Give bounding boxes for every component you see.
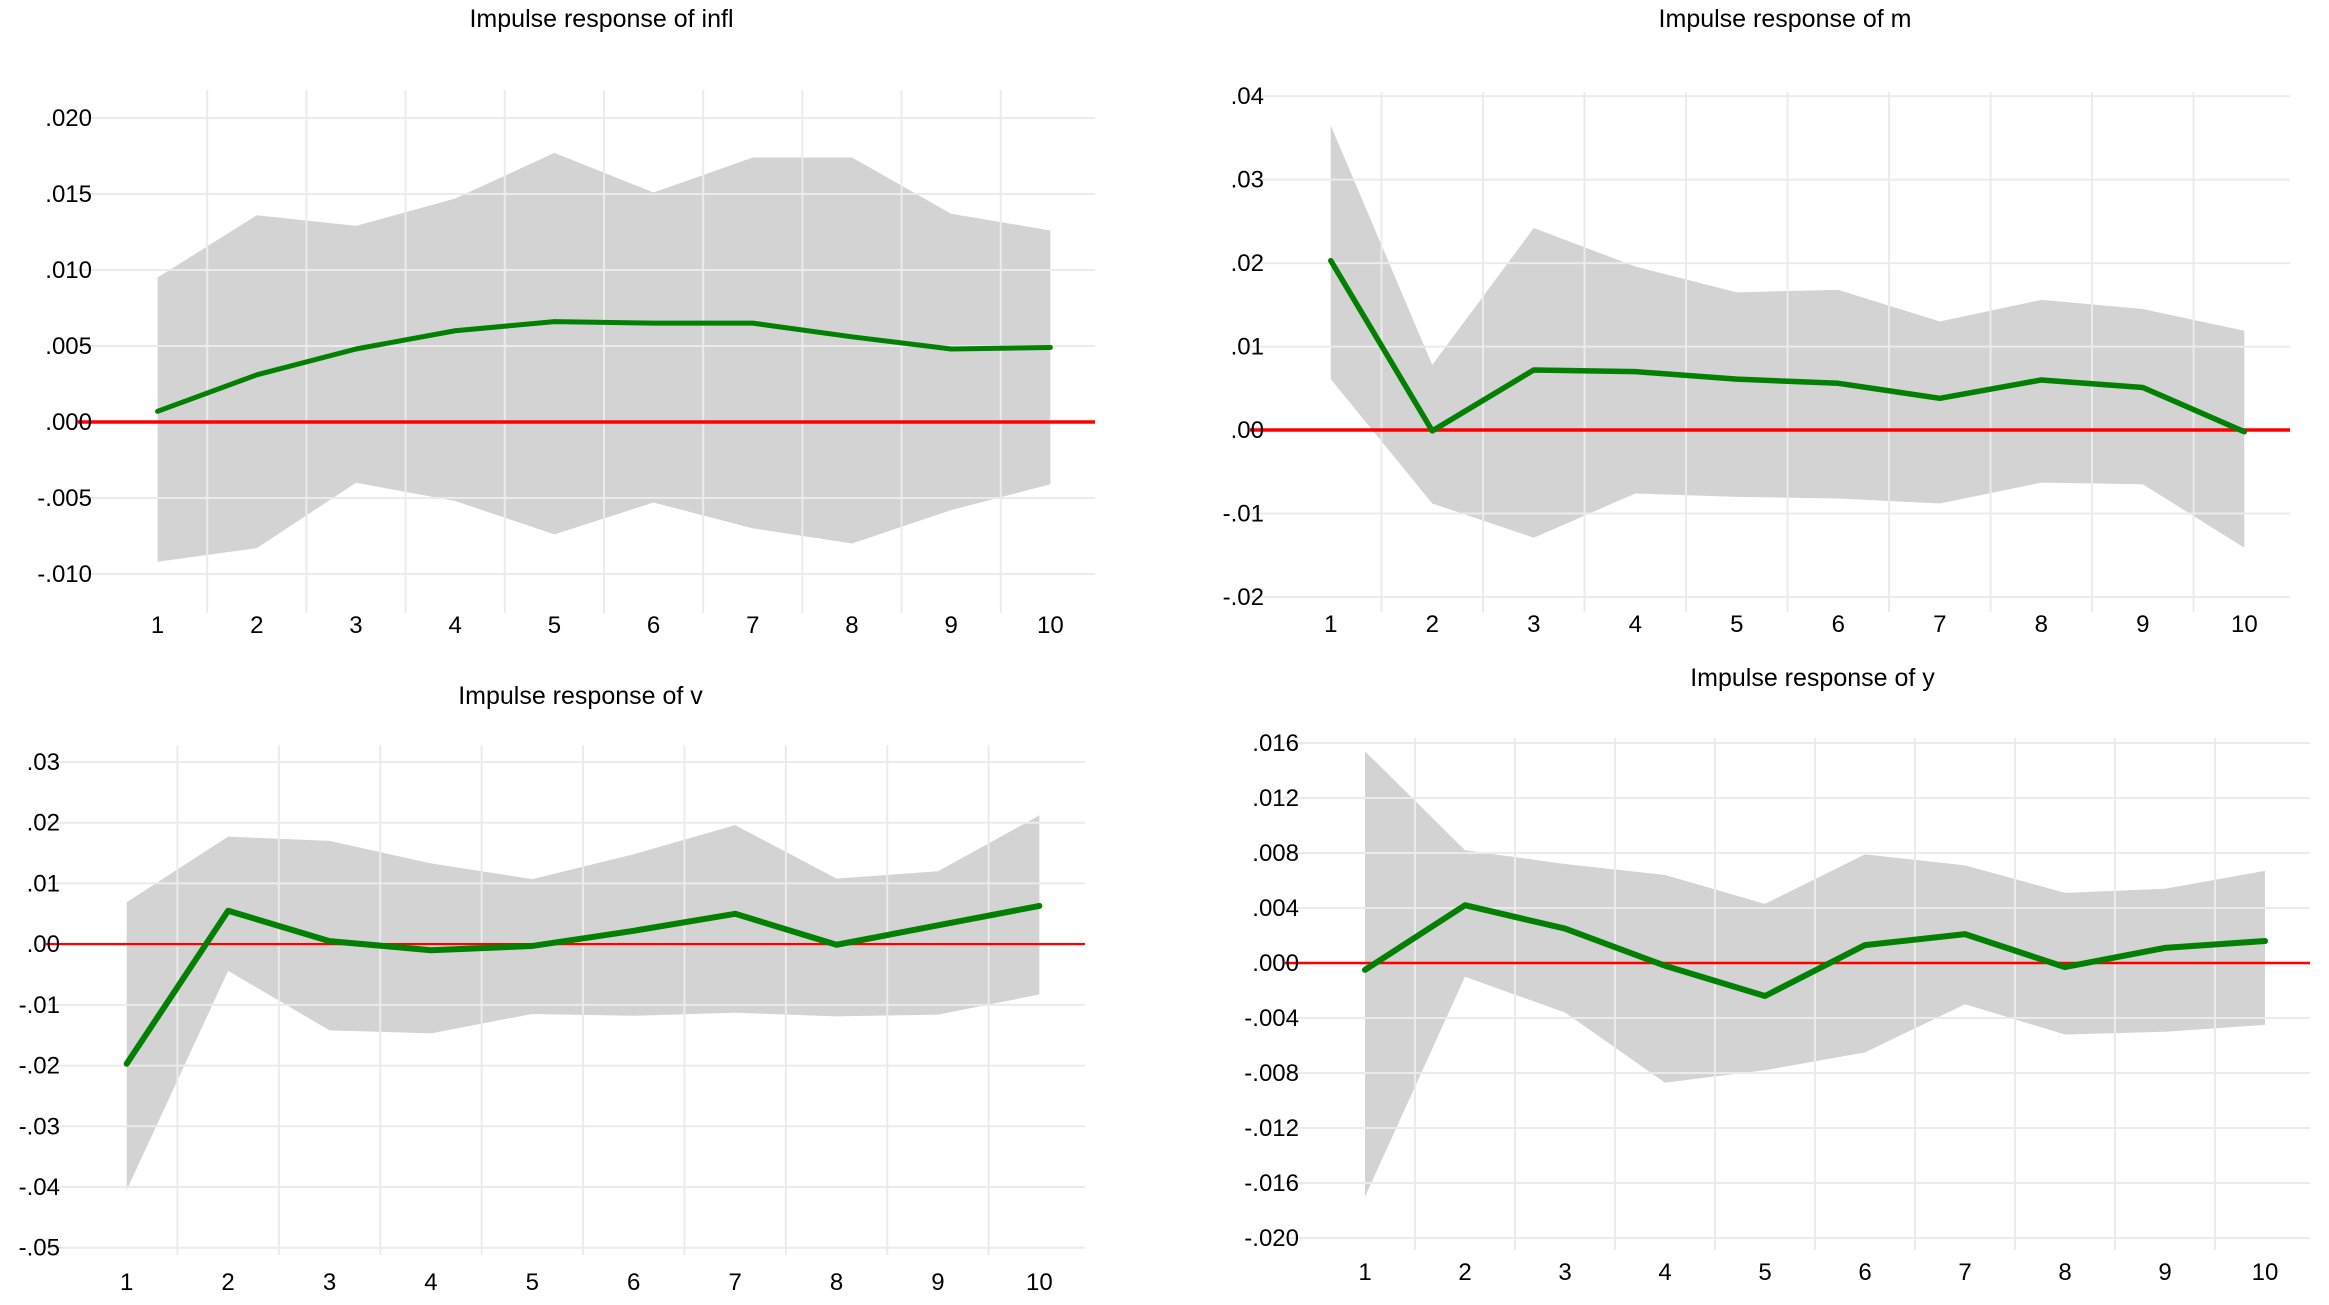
- x-tick-label: 9: [931, 1269, 944, 1296]
- x-tick-label: 8: [845, 612, 858, 639]
- x-tick-label: 7: [1933, 611, 1946, 638]
- y-tick-label: -.01: [19, 992, 60, 1019]
- y-tick-label: .012: [1252, 785, 1299, 812]
- x-tick-label: 7: [728, 1269, 741, 1296]
- response-line: [1362, 902, 2268, 999]
- x-tick-label: 1: [1324, 611, 1337, 638]
- y-tick-label: -.005: [37, 485, 92, 512]
- y-tick-label: -.03: [19, 1113, 60, 1140]
- y-tick-label: .01: [27, 870, 60, 897]
- chart-canvas-3: .016 .012 .008 .004 .000 -.004 -.008 -.012 -.016…: [1244, 730, 2310, 1286]
- y-tick-label: .008: [1252, 840, 1299, 867]
- chart-title-y: Impulse response of y: [1690, 664, 1935, 692]
- x-tick-label: 4: [424, 1269, 437, 1296]
- x-tick-label: 1: [151, 612, 164, 639]
- response-line: [123, 902, 1043, 1067]
- y-tick-label: -.010: [37, 561, 92, 588]
- chart-title-infl: Impulse response of infl: [469, 5, 734, 33]
- chart-title-v: Impulse response of v: [458, 682, 703, 710]
- x-tick-label: 4: [449, 612, 462, 639]
- x-tick-label: 6: [647, 612, 660, 639]
- x-tick-label: 2: [221, 1269, 234, 1296]
- y-tick-label: -.01: [1223, 501, 1264, 528]
- x-tick-label: 5: [1730, 611, 1743, 638]
- y-tick-label: .02: [1231, 250, 1264, 277]
- y-tick-label: -.04: [19, 1174, 60, 1201]
- y-tick-label: .03: [1231, 167, 1264, 194]
- x-tick-label: 7: [746, 612, 759, 639]
- y-tick-label: .00: [27, 931, 60, 958]
- x-tick-label: 3: [323, 1269, 336, 1296]
- x-tick-label: 9: [2136, 611, 2149, 638]
- y-tick-label: .04: [1231, 83, 1264, 110]
- x-tick-label: 5: [526, 1269, 539, 1296]
- y-tick-label: -.004: [1244, 1005, 1299, 1032]
- y-tick-label: -.016: [1244, 1170, 1299, 1197]
- chart-panel-infl: Impulse response of infl .020 .015 .010 .00…: [0, 0, 1164, 650]
- y-tick-label: .000: [45, 409, 92, 436]
- y-tick-label: .016: [1252, 730, 1299, 757]
- x-tick-label: 5: [548, 612, 561, 639]
- y-tick-label: -.05: [19, 1235, 60, 1262]
- x-tick-label: 4: [1629, 611, 1642, 638]
- y-tick-label: .010: [45, 257, 92, 284]
- y-tick-label: -.02: [19, 1053, 60, 1080]
- x-tick-label: 6: [627, 1269, 640, 1296]
- y-tick-label: -.02: [1223, 584, 1264, 611]
- x-tick-label: 10: [2231, 611, 2258, 638]
- chart-panel-m: Impulse response of m .04 .03 .02 .01 .00 -.0…: [1165, 0, 2329, 650]
- y-tick-label: .004: [1252, 895, 1299, 922]
- y-tick-label: .005: [45, 333, 92, 360]
- x-tick-label: 4: [1658, 1259, 1671, 1286]
- y-tick-label: .03: [27, 749, 60, 776]
- y-tick-label: .020: [45, 105, 92, 132]
- y-tick-label: .000: [1252, 950, 1299, 977]
- y-tick-label: -.020: [1244, 1225, 1299, 1252]
- x-tick-label: 5: [1758, 1259, 1771, 1286]
- y-tick-label: -.012: [1244, 1115, 1299, 1142]
- x-tick-label: 2: [1458, 1259, 1471, 1286]
- x-tick-label: 7: [1958, 1259, 1971, 1286]
- chart-panel-v: Impulse response of v .03 .02 .01 .00 -.01 -.…: [0, 650, 1164, 1305]
- x-tick-label: 8: [2058, 1259, 2071, 1286]
- chart-panel-y: Impulse response of y .016.012.008.004.0…: [1165, 650, 2329, 1305]
- x-tick-label: 8: [830, 1269, 843, 1296]
- x-tick-label: 3: [349, 612, 362, 639]
- chart-title-m: Impulse response of m: [1658, 5, 1912, 33]
- chart-canvas-2: .03 .02 .01 .00 -.01 -.02 -.03 -.04 -.05 1 2 3 4 5 6 7 8…: [19, 745, 1085, 1296]
- chart-canvas-1: .04 .03 .02 .01 .00 -.01 -.02 1 2 3 4 5 6 7 8 9 10: [1223, 83, 2290, 638]
- x-tick-label: 1: [120, 1269, 133, 1296]
- x-tick-label: 9: [2158, 1259, 2171, 1286]
- response-line: [155, 319, 1053, 414]
- x-tick-label: 3: [1558, 1259, 1571, 1286]
- x-tick-label: 10: [1026, 1269, 1053, 1296]
- x-tick-label: 8: [2035, 611, 2048, 638]
- y-tick-label: .00: [1231, 417, 1264, 444]
- response-line: [1328, 257, 2248, 435]
- x-tick-label: 6: [1858, 1259, 1871, 1286]
- x-tick-label: 10: [2252, 1259, 2279, 1286]
- x-tick-label: 1: [1358, 1259, 1371, 1286]
- x-tick-label: 3: [1527, 611, 1540, 638]
- y-tick-label: .015: [45, 181, 92, 208]
- x-tick-label: 10: [1037, 612, 1064, 639]
- x-tick-label: 2: [250, 612, 263, 639]
- y-tick-label: -.008: [1244, 1060, 1299, 1087]
- y-tick-label: .01: [1231, 334, 1264, 361]
- x-tick-label: 9: [944, 612, 957, 639]
- y-tick-label: .02: [27, 810, 60, 837]
- x-tick-label: 2: [1426, 611, 1439, 638]
- x-tick-label: 6: [1832, 611, 1845, 638]
- chart-canvas-0: .020 .015 .010 .005 .000 -.005 -.010 1 2 3 4 5 6 7 8 9 1…: [37, 90, 1095, 639]
